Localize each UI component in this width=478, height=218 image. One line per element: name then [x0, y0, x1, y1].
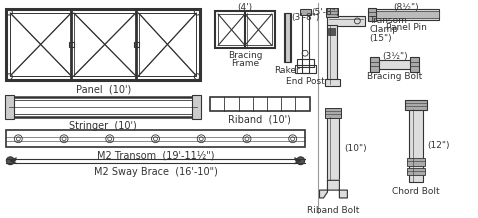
Text: Bracing Bolt: Bracing Bolt	[367, 72, 422, 81]
Bar	[192, 95, 201, 119]
Text: Clamp: Clamp	[369, 25, 398, 34]
Text: M2 Sway Brace  (16'-10"): M2 Sway Brace (16'-10")	[94, 167, 217, 177]
Bar	[218, 14, 272, 45]
Text: (5'-8"): (5'-8")	[312, 8, 340, 17]
Bar	[6, 130, 304, 147]
Bar	[285, 13, 290, 62]
Bar	[294, 65, 315, 73]
Bar	[10, 100, 197, 114]
Text: Riband  (10'): Riband (10')	[228, 115, 291, 125]
Bar	[302, 9, 309, 73]
Bar	[326, 108, 341, 118]
Bar	[6, 97, 200, 117]
Bar	[405, 100, 427, 110]
Text: (4'): (4')	[238, 3, 252, 12]
Text: M2 Transom  (19'-11½"): M2 Transom (19'-11½")	[97, 151, 214, 161]
Bar	[6, 9, 200, 80]
Bar	[368, 8, 376, 21]
Bar	[409, 109, 423, 182]
Text: Bracing: Bracing	[228, 51, 262, 60]
Bar	[69, 42, 75, 47]
Circle shape	[297, 157, 304, 165]
Text: (3'-8"): (3'-8")	[292, 13, 320, 22]
Polygon shape	[319, 180, 348, 198]
Bar	[327, 16, 365, 26]
Bar	[377, 60, 412, 69]
Text: Panel Pin: Panel Pin	[386, 23, 427, 32]
Bar	[284, 13, 291, 62]
Bar	[297, 59, 314, 67]
Text: (15"): (15")	[369, 34, 392, 43]
Bar	[326, 8, 338, 17]
Bar	[5, 95, 14, 119]
Bar	[300, 9, 311, 15]
Bar	[134, 42, 139, 47]
Bar	[370, 57, 379, 72]
Text: Transom: Transom	[369, 16, 407, 26]
Bar	[11, 13, 196, 76]
Text: Chord Bolt: Chord Bolt	[392, 187, 440, 196]
Text: End Post: End Post	[286, 77, 325, 86]
Text: Raker: Raker	[274, 66, 300, 75]
Bar	[407, 168, 425, 175]
Bar	[327, 117, 339, 180]
Text: Riband Bolt: Riband Bolt	[307, 206, 359, 215]
Text: (8½"): (8½")	[394, 3, 419, 12]
Text: Stringer  (10'): Stringer (10')	[69, 121, 137, 131]
Bar	[374, 9, 439, 20]
Text: Panel  (10'): Panel (10')	[76, 85, 131, 94]
Bar	[407, 158, 425, 166]
Circle shape	[6, 157, 14, 165]
Text: (10"): (10")	[344, 144, 367, 153]
Bar	[374, 11, 439, 18]
Bar	[210, 97, 310, 111]
Bar	[215, 11, 275, 48]
Bar	[410, 57, 419, 72]
Text: (12"): (12")	[427, 141, 449, 150]
Text: (3½"): (3½")	[382, 52, 407, 61]
Bar	[328, 28, 336, 35]
Bar	[327, 25, 337, 83]
Text: Frame: Frame	[231, 59, 259, 68]
Bar	[325, 79, 340, 87]
